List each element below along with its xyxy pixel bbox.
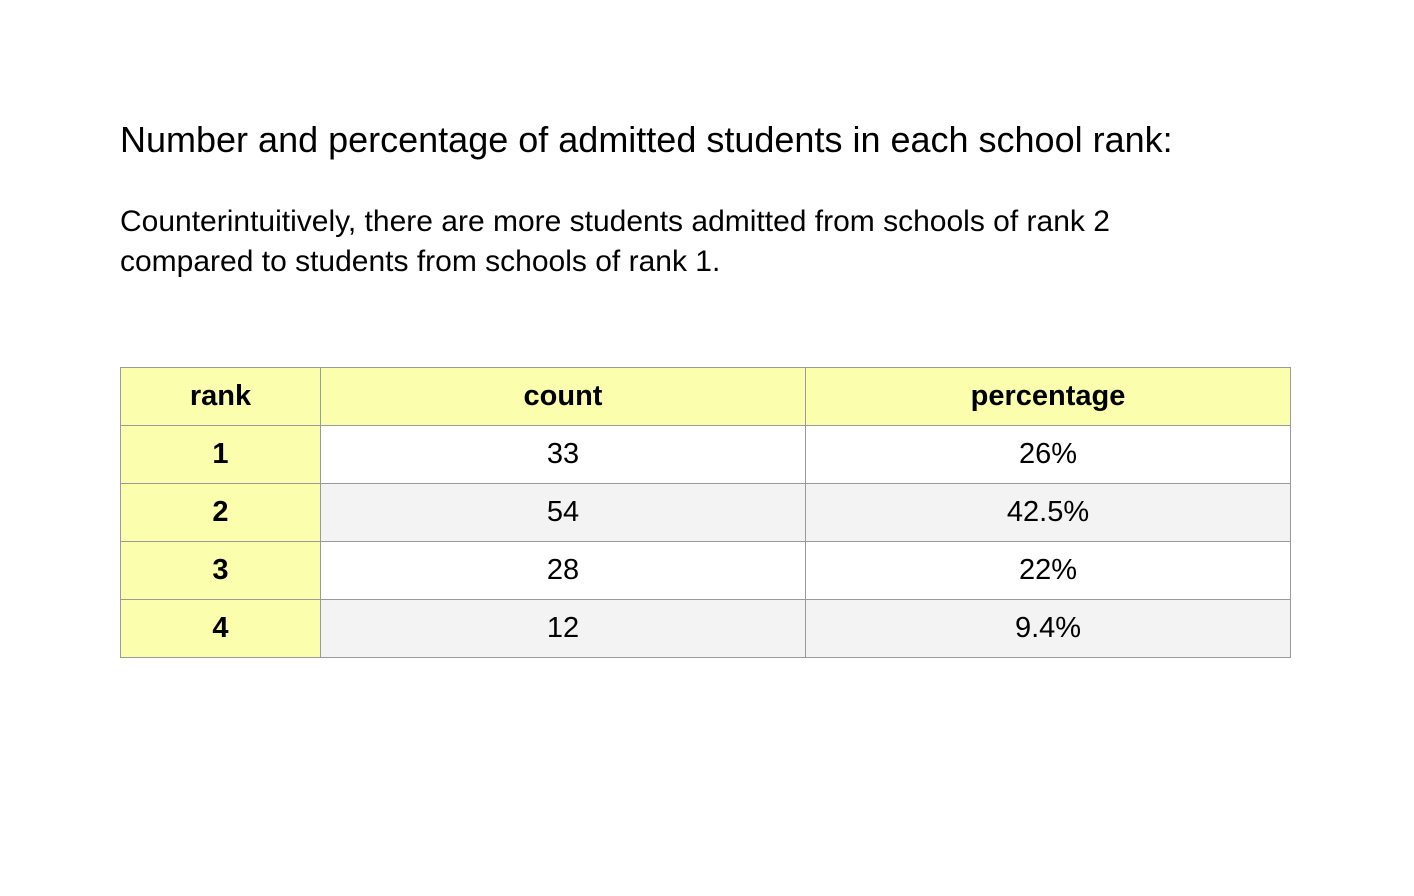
rank-cell: 2 [120, 483, 321, 542]
percentage-cell: 22% [805, 541, 1291, 600]
description-line-1: Counterintuitively, there are more stude… [120, 205, 1110, 238]
header-count: count [320, 367, 806, 426]
percentage-cell: 42.5% [805, 483, 1291, 542]
table-row: 1 33 26% [120, 425, 1291, 484]
page-title: Number and percentage of admitted studen… [120, 119, 1173, 160]
header-percentage: percentage [805, 367, 1291, 426]
rank-cell: 1 [120, 425, 321, 484]
rank-table: rank count percentage 1 33 26% 2 54 42.5… [120, 367, 1291, 658]
count-cell: 12 [320, 599, 806, 658]
table-row: 2 54 42.5% [120, 483, 1291, 542]
percentage-cell: 26% [805, 425, 1291, 484]
header-rank: rank [120, 367, 321, 426]
count-cell: 28 [320, 541, 806, 600]
description-line-2: compared to students from schools of ran… [120, 245, 721, 278]
rank-cell: 3 [120, 541, 321, 600]
percentage-cell: 9.4% [805, 599, 1291, 658]
table-row: 4 12 9.4% [120, 599, 1291, 658]
description-text: Counterintuitively, there are more stude… [120, 202, 1280, 282]
table-row: 3 28 22% [120, 541, 1291, 600]
count-cell: 54 [320, 483, 806, 542]
count-cell: 33 [320, 425, 806, 484]
table-header-row: rank count percentage [120, 367, 1291, 426]
rank-cell: 4 [120, 599, 321, 658]
